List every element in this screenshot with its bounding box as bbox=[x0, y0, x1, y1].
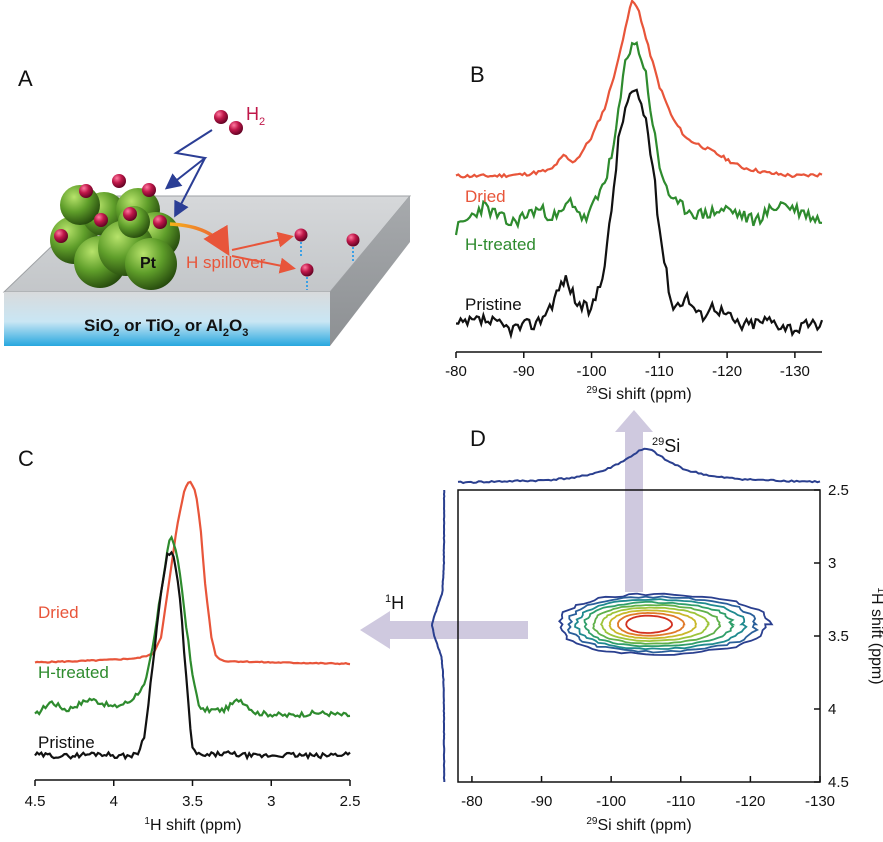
panel-c-legend-dried: Dried bbox=[38, 603, 79, 622]
panel-d-y-tick-label: 2.5 bbox=[828, 482, 849, 499]
panel-b-tick-label: -100 bbox=[577, 363, 607, 380]
panel-d-x-tick-label: -110 bbox=[666, 793, 695, 810]
panel-b-legend-pristine: Pristine bbox=[465, 295, 522, 314]
panel-d-label: D bbox=[470, 426, 486, 451]
panel-b-x-label: 29Si shift (ppm) bbox=[586, 385, 691, 403]
spillover-arrow bbox=[231, 231, 294, 251]
si-projection-arrow-shaft bbox=[625, 432, 643, 592]
panel-c-tick-label: 4.5 bbox=[25, 793, 46, 810]
h-atom bbox=[153, 215, 167, 229]
panel-d-y-tick-label: 3.5 bbox=[828, 628, 849, 645]
spilled-h-atom bbox=[294, 228, 308, 242]
contour-level bbox=[592, 603, 722, 645]
panel-c-label: C bbox=[18, 446, 34, 471]
panel-d-y-tick-label: 4.5 bbox=[828, 774, 849, 791]
h2-molecule: H2 bbox=[214, 104, 265, 135]
spillover-arrow bbox=[231, 255, 296, 274]
h-projection-label: 1H bbox=[385, 593, 404, 613]
panel-c-x-label: 1H shift (ppm) bbox=[144, 816, 241, 834]
h-atom bbox=[123, 207, 137, 221]
panel-b-tick-label: -130 bbox=[780, 363, 810, 380]
panel-c-legend-pristine: Pristine bbox=[38, 733, 95, 752]
contour-level bbox=[600, 606, 710, 643]
h-projection-arrow-head bbox=[360, 611, 390, 649]
spillover-curve bbox=[169, 222, 230, 257]
panel-c-ticks: 4.5 4 3.5 3 2.5 bbox=[25, 780, 361, 810]
panel-a-label: A bbox=[18, 66, 33, 91]
panel-b-trace-pristine bbox=[455, 88, 824, 340]
panel-d-x-tick-label: -80 bbox=[461, 793, 483, 810]
h-atom bbox=[79, 184, 93, 198]
si-projection-arrow-head bbox=[615, 410, 653, 432]
panel-a: A SiO2 or TiO2 or Al2O3 Pt bbox=[2, 66, 412, 346]
panel-b-tick-label: -120 bbox=[712, 363, 742, 380]
h-atom bbox=[142, 183, 156, 197]
panel-d-x-tick-label: -130 bbox=[805, 793, 835, 810]
panel-c: C Dried H-treated Pristine 4.5 4 3.5 3 2.5 1… bbox=[18, 446, 360, 834]
contour-level bbox=[625, 614, 673, 634]
h2-label: H2 bbox=[246, 104, 265, 128]
slab-front bbox=[4, 292, 330, 346]
panel-c-tick-label: 2.5 bbox=[340, 793, 361, 810]
pt-label: Pt bbox=[140, 255, 157, 272]
pt-cluster: Pt bbox=[50, 174, 180, 290]
panel-d: D 29Si 1H -80 -90 -100 -110 -120 -130 2.5 3 3.5 4… bbox=[360, 410, 883, 834]
panel-c-traces bbox=[34, 480, 351, 761]
panel-b-legend-dried: Dried bbox=[465, 187, 506, 206]
panel-b-legend-htreated: H-treated bbox=[465, 235, 536, 254]
contour-level bbox=[616, 611, 686, 637]
panel-c-trace-dried bbox=[34, 480, 351, 666]
slab-side bbox=[330, 196, 410, 346]
dissociation-arrow bbox=[174, 157, 206, 218]
panel-c-trace-pristine bbox=[34, 550, 351, 761]
spilled-h-atom bbox=[346, 233, 360, 247]
contour-level bbox=[608, 609, 698, 640]
panel-b: B Dried H-treated Pristine -80 -90 -100 -11… bbox=[445, 0, 824, 403]
panel-d-ticks: -80 -90 -100 -110 -120 -130 2.5 3 3.5 4 4.5 bbox=[461, 482, 849, 810]
h-projection-trace bbox=[430, 489, 446, 782]
panel-d-y-tick-label: 4 bbox=[828, 701, 836, 718]
panel-c-legend-htreated: H-treated bbox=[38, 663, 109, 682]
h2-atom bbox=[214, 110, 228, 124]
panel-d-y-label: 1H shift (ppm) bbox=[868, 587, 883, 684]
panel-d-x-tick-label: -90 bbox=[531, 793, 553, 810]
panel-b-trace-dried bbox=[455, 0, 823, 179]
panel-b-tick-label: -80 bbox=[445, 363, 467, 380]
panel-d-y-tick-label: 3 bbox=[828, 555, 836, 572]
si-projection-trace bbox=[457, 447, 821, 485]
h-atom bbox=[112, 174, 126, 188]
pt-atom bbox=[125, 238, 177, 290]
h-projection-arrow-shaft bbox=[390, 621, 528, 639]
dissociation-arrow bbox=[164, 129, 213, 190]
si-projection-label: 29Si bbox=[652, 436, 680, 456]
h-atom bbox=[54, 229, 68, 243]
h-atom bbox=[94, 213, 108, 227]
h2-atom bbox=[229, 121, 243, 135]
contour-level bbox=[558, 592, 774, 656]
contour-level bbox=[574, 598, 748, 651]
panel-b-tick-label: -90 bbox=[513, 363, 535, 380]
panel-d-contours bbox=[558, 592, 774, 656]
panel-c-trace-htreated bbox=[34, 534, 351, 719]
panel-d-x-label: 29Si shift (ppm) bbox=[586, 816, 691, 834]
panel-b-ticks: -80 -90 -100 -110 -120 -130 bbox=[445, 352, 810, 380]
panel-d-x-tick-label: -100 bbox=[596, 793, 626, 810]
panel-b-label: B bbox=[470, 62, 485, 87]
panel-b-trace-htreated bbox=[454, 40, 823, 236]
panel-d-x-tick-label: -120 bbox=[735, 793, 765, 810]
spilled-h-atom bbox=[300, 263, 314, 277]
panel-b-traces bbox=[454, 0, 824, 340]
panel-c-tick-label: 3 bbox=[267, 793, 275, 810]
panel-b-tick-label: -110 bbox=[645, 363, 674, 380]
contour-level bbox=[583, 600, 736, 648]
contour-level bbox=[566, 595, 759, 654]
substrate-label: SiO2 or TiO2 or Al2O3 bbox=[84, 316, 248, 339]
panel-c-tick-label: 3.5 bbox=[182, 793, 203, 810]
panel-c-tick-label: 4 bbox=[110, 793, 118, 810]
spillover-label: H spillover bbox=[186, 253, 266, 272]
